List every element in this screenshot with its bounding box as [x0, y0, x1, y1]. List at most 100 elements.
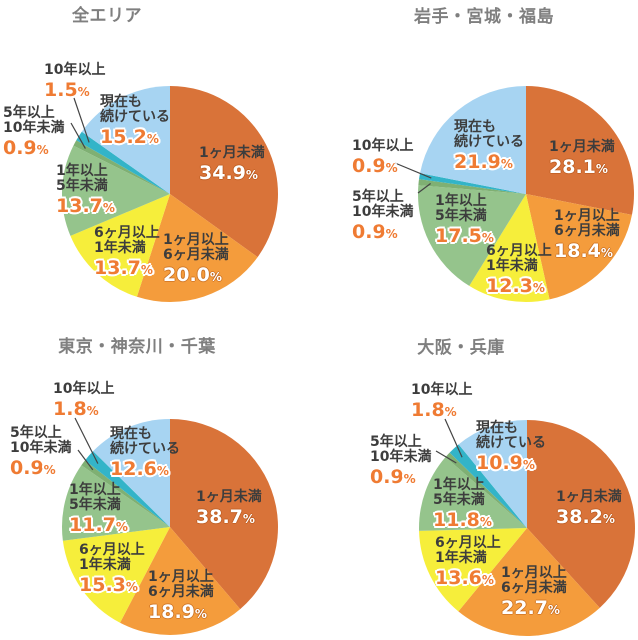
- pie: [61, 86, 278, 302]
- slice-percent-value: 38.7: [196, 506, 243, 528]
- pie: [419, 418, 635, 636]
- pie-slice: [417, 185, 526, 286]
- pie-slice: [419, 173, 526, 194]
- slice-percent: 28.1%: [549, 157, 615, 179]
- slice-label: 現在も 続けている 10.9%: [476, 421, 546, 475]
- slice-percent-value: 0.9: [370, 466, 404, 488]
- slice-category-text: 1年未満: [486, 258, 538, 274]
- percent-sign: %: [77, 85, 90, 99]
- slice-category-text: 6ヶ月未満: [163, 247, 229, 263]
- leader-line: [435, 450, 457, 464]
- slice-percent: 21.9%: [454, 152, 524, 174]
- pie-slice: [61, 465, 170, 541]
- slice-category-text: 5年未満: [433, 492, 485, 508]
- percent-sign: %: [385, 227, 398, 241]
- slice-percent-value: 10.9: [476, 452, 523, 474]
- percent-sign: %: [602, 512, 615, 526]
- pie-slice: [526, 194, 632, 300]
- slice-category-text: 6ヶ月未満: [554, 223, 620, 239]
- slice-label: 5年以上 10年未満 0.9%: [370, 435, 431, 489]
- percent-sign: %: [444, 405, 457, 419]
- slice-percent-value: 0.9: [352, 155, 386, 177]
- percent-sign: %: [242, 512, 255, 526]
- slice-category-text: 5年未満: [56, 178, 108, 194]
- slice-percent-value: 15.2: [100, 126, 147, 148]
- slice-category-text: 6ヶ月未満: [148, 584, 214, 600]
- slice-category-text: 1年未満: [435, 550, 487, 566]
- slice-label: 1ヶ月未満 38.7%: [196, 490, 262, 529]
- percent-sign: %: [245, 168, 258, 182]
- slice-percent-value: 0.9: [352, 221, 386, 243]
- slice-percent: 0.9%: [352, 222, 413, 244]
- percent-sign: %: [522, 458, 535, 472]
- slice-percent: 10.9%: [476, 453, 546, 475]
- slice-percent-value: 17.5: [435, 225, 482, 247]
- percent-sign: %: [500, 157, 513, 171]
- slice-category-text: 5年以上: [352, 189, 404, 205]
- leader-line: [70, 122, 86, 149]
- slice-label: 1ヶ月未満 28.1%: [549, 140, 615, 179]
- slice-category-text: 続けている: [110, 441, 180, 457]
- slice-category-text: 6ヶ月以上: [79, 542, 145, 558]
- slice-label: 6ヶ月以上 1年未満 15.3%: [79, 543, 145, 597]
- slice-percent: 18.9%: [148, 602, 214, 624]
- slice-category-text: 続けている: [476, 435, 546, 451]
- percent-sign: %: [403, 472, 416, 486]
- pie-slice: [62, 527, 171, 623]
- slice-category-text: 6ヶ月以上: [435, 535, 501, 551]
- slice-category-text: 1ヶ月未満: [556, 489, 622, 505]
- slice-label: 1ヶ月以上 6ヶ月未満 18.9%: [148, 570, 214, 624]
- leader-line: [444, 418, 463, 458]
- pie-chart-osaka-hyogo: 大阪・兵庫 1ヶ月未満 38.2% 1ヶ月以上 6ヶ月未満 22.7% 6ヶ月以上 1年未満 1…: [319, 320, 638, 640]
- pie-slice: [170, 86, 278, 258]
- pie-slice: [76, 131, 170, 194]
- pie-slice: [170, 419, 278, 610]
- pie-slice: [458, 528, 600, 636]
- slice-percent-value: 12.3: [486, 275, 533, 297]
- pie-slice: [61, 145, 171, 236]
- slice-percent: 0.9%: [370, 467, 431, 489]
- slice-percent: 18.4%: [554, 241, 620, 263]
- slice-percent-value: 18.4: [554, 240, 601, 262]
- chart-title: 岩手・宮城・福島: [414, 7, 554, 27]
- pie-slice: [526, 86, 635, 215]
- slice-percent-value: 13.7: [56, 195, 103, 217]
- percent-sign: %: [146, 132, 159, 146]
- slice-percent-value: 13.7: [94, 257, 141, 279]
- slice-category-text: 10年未満: [3, 120, 65, 136]
- slice-percent-value: 1.5: [44, 79, 78, 101]
- slice-percent: 15.3%: [79, 575, 145, 597]
- slice-percent: 13.7%: [94, 258, 160, 280]
- percent-sign: %: [115, 520, 128, 534]
- pie-slice: [81, 86, 170, 194]
- slice-percent-value: 21.9: [454, 151, 501, 173]
- slice-category-text: 10年未満: [370, 449, 432, 465]
- slice-category-text: 1年以上: [69, 482, 121, 498]
- leader-line: [77, 449, 94, 471]
- slice-label: 現在も 続けている 15.2%: [100, 95, 170, 149]
- slice-label: 現在も 続けている 12.6%: [110, 427, 180, 481]
- percent-sign: %: [156, 464, 169, 478]
- slice-category-text: 1年未満: [79, 557, 131, 573]
- leader-line: [74, 417, 99, 464]
- slice-percent-value: 28.1: [549, 156, 596, 178]
- slice-label: 1ヶ月未満 38.2%: [556, 490, 622, 529]
- slice-percent-value: 0.9: [3, 137, 37, 159]
- pie-slice: [419, 528, 527, 612]
- percent-sign: %: [481, 231, 494, 245]
- slice-percent-value: 12.6: [110, 458, 157, 480]
- slice-category-text: 1ヶ月未満: [549, 139, 615, 155]
- slice-category-text: 現在も: [476, 420, 518, 436]
- slice-category-text: 10年未満: [10, 440, 72, 456]
- pie-slice: [81, 460, 170, 527]
- pie-slice: [136, 194, 258, 302]
- pie-chart-all-areas: 全エリア 1ヶ月未満 34.9% 1ヶ月以上 6ヶ月未満 20.0% 6ヶ月以上 1年未満 13…: [0, 0, 319, 320]
- slice-percent: 17.5%: [435, 226, 494, 248]
- pie-slice: [120, 527, 241, 635]
- slice-label: 5年以上 10年未満 0.9%: [10, 426, 71, 480]
- pie-slice: [93, 419, 170, 527]
- slice-category-text: 続けている: [100, 109, 170, 125]
- slice-percent: 13.6%: [435, 568, 501, 590]
- slice-label: 6ヶ月以上 1年未満 13.7%: [94, 226, 160, 280]
- chart-title: 東京・神奈川・千葉: [58, 337, 216, 357]
